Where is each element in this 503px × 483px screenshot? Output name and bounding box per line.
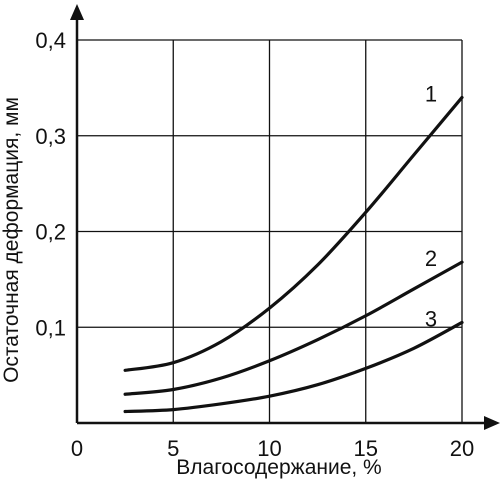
- grid: [77, 39, 463, 423]
- x-axis-title: Влагосодержание, %: [176, 456, 381, 479]
- tick-labels: 0 5 10 15 20 0,1 0,2 0,3 0,4: [35, 28, 474, 461]
- y-tick-label: 0,4: [35, 28, 66, 53]
- axes: [70, 4, 500, 430]
- series-label-2: 2: [425, 246, 437, 271]
- y-axis-arrow-icon: [70, 4, 84, 20]
- y-tick-label: 0,3: [35, 124, 66, 149]
- series-line-1: [123, 95, 464, 372]
- series-label-3: 3: [425, 306, 437, 331]
- y-axis-title: Остаточная деформация, мм: [0, 97, 23, 383]
- x-tick-label: 5: [167, 436, 179, 461]
- series-line-2: [123, 260, 464, 396]
- series-labels: 1 2 3: [425, 81, 437, 331]
- x-tick-label: 15: [354, 436, 378, 461]
- y-tick-label: 0,2: [35, 220, 66, 245]
- series-label-1: 1: [425, 81, 437, 106]
- series: [123, 95, 464, 414]
- x-tick-label: 10: [257, 436, 281, 461]
- y-tick-label: 0,1: [35, 315, 66, 340]
- x-axis-arrow-icon: [484, 416, 500, 430]
- series-line-3: [123, 320, 464, 414]
- x-tick-label: 20: [450, 436, 474, 461]
- x-tick-label: 0: [71, 436, 83, 461]
